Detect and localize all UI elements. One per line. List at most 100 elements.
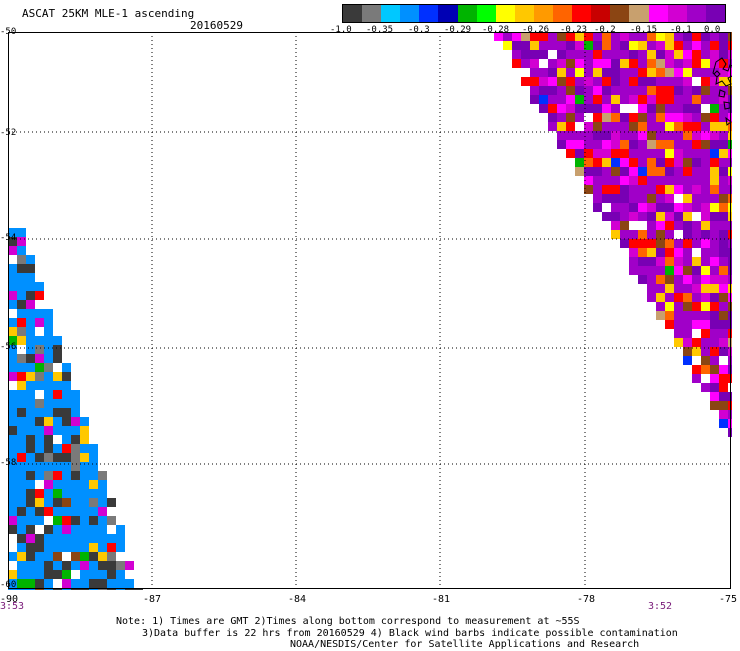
wind-cell bbox=[548, 95, 557, 104]
wind-cell bbox=[17, 480, 26, 489]
wind-cell bbox=[548, 41, 557, 50]
wind-cell bbox=[701, 212, 710, 221]
wind-cell bbox=[638, 185, 647, 194]
wind-cell bbox=[521, 32, 530, 41]
wind-cell bbox=[26, 534, 35, 543]
wind-cell bbox=[665, 122, 674, 131]
wind-cell bbox=[17, 525, 26, 534]
wind-cell bbox=[602, 203, 611, 212]
wind-cell bbox=[8, 552, 17, 561]
wind-cell bbox=[611, 131, 620, 140]
wind-cell bbox=[89, 570, 98, 579]
wind-cell bbox=[692, 320, 701, 329]
wind-cell bbox=[584, 77, 593, 86]
wind-cell bbox=[521, 77, 530, 86]
wind-cell bbox=[647, 176, 656, 185]
wind-cell bbox=[656, 41, 665, 50]
wind-cell bbox=[8, 228, 17, 237]
wind-cell bbox=[62, 543, 71, 552]
wind-cell bbox=[35, 507, 44, 516]
wind-cell bbox=[710, 329, 719, 338]
wind-cell bbox=[719, 185, 728, 194]
wind-cell bbox=[35, 426, 44, 435]
wind-cell bbox=[710, 185, 719, 194]
wind-cell bbox=[710, 194, 719, 203]
wind-cell bbox=[638, 104, 647, 113]
wind-cell bbox=[80, 543, 89, 552]
wind-cell bbox=[719, 86, 728, 95]
wind-cell bbox=[575, 122, 584, 131]
wind-cell bbox=[656, 311, 665, 320]
wind-cell bbox=[35, 534, 44, 543]
wind-cell bbox=[656, 68, 665, 77]
wind-cell bbox=[656, 248, 665, 257]
color-tick-label: -0.23 bbox=[560, 25, 588, 35]
wind-cell bbox=[611, 149, 620, 158]
wind-cell bbox=[17, 534, 26, 543]
wind-cell bbox=[710, 86, 719, 95]
wind-cell bbox=[44, 309, 53, 318]
wind-cell bbox=[35, 471, 44, 480]
wind-cell bbox=[80, 516, 89, 525]
wind-cell bbox=[656, 149, 665, 158]
wind-cell bbox=[62, 471, 71, 480]
wind-cell bbox=[44, 534, 53, 543]
wind-cell bbox=[35, 390, 44, 399]
wind-cell bbox=[17, 498, 26, 507]
wind-cell bbox=[26, 444, 35, 453]
wind-cell bbox=[521, 68, 530, 77]
wind-cell bbox=[611, 176, 620, 185]
wind-cell bbox=[629, 59, 638, 68]
wind-cell bbox=[575, 32, 584, 41]
wind-cell bbox=[71, 534, 80, 543]
wind-cell bbox=[692, 239, 701, 248]
wind-cell bbox=[665, 194, 674, 203]
wind-cell bbox=[638, 86, 647, 95]
wind-cell bbox=[620, 32, 629, 41]
wind-cell bbox=[692, 284, 701, 293]
wind-cell bbox=[89, 462, 98, 471]
wind-cell bbox=[665, 203, 674, 212]
wind-cell bbox=[710, 311, 719, 320]
wind-cell bbox=[593, 104, 602, 113]
wind-cell bbox=[26, 255, 35, 264]
wind-cell bbox=[629, 176, 638, 185]
wind-cell bbox=[701, 383, 710, 392]
wind-cell bbox=[539, 41, 548, 50]
color-tick-label: -0.29 bbox=[444, 25, 472, 35]
wind-cell bbox=[665, 275, 674, 284]
wind-cell bbox=[62, 399, 71, 408]
wind-cell bbox=[683, 347, 692, 356]
time-label-left: 3:53 bbox=[0, 601, 25, 612]
wind-cell bbox=[674, 293, 683, 302]
wind-cell bbox=[629, 185, 638, 194]
color-scale-segment bbox=[572, 5, 592, 22]
wind-cell bbox=[44, 453, 53, 462]
color-scale-segment bbox=[495, 5, 515, 22]
wind-cell bbox=[674, 86, 683, 95]
wind-cell bbox=[71, 444, 80, 453]
wind-cell bbox=[683, 158, 692, 167]
wind-cell bbox=[683, 77, 692, 86]
wind-cell bbox=[80, 507, 89, 516]
lon-label: -81 bbox=[432, 594, 451, 605]
wind-cell bbox=[674, 158, 683, 167]
wind-cell bbox=[701, 338, 710, 347]
wind-cell bbox=[656, 140, 665, 149]
wind-cell bbox=[89, 453, 98, 462]
wind-cell bbox=[71, 552, 80, 561]
wind-cell bbox=[566, 68, 575, 77]
wind-cell bbox=[17, 579, 26, 588]
wind-cell bbox=[611, 194, 620, 203]
wind-cell bbox=[674, 284, 683, 293]
wind-cell bbox=[35, 408, 44, 417]
wind-cell bbox=[71, 462, 80, 471]
wind-cell bbox=[683, 284, 692, 293]
wind-cell bbox=[593, 50, 602, 59]
wind-cell bbox=[575, 104, 584, 113]
wind-cell bbox=[701, 77, 710, 86]
lat-label: -56 bbox=[0, 342, 17, 352]
wind-cell bbox=[71, 399, 80, 408]
wind-cell bbox=[683, 239, 692, 248]
wind-cell bbox=[620, 212, 629, 221]
